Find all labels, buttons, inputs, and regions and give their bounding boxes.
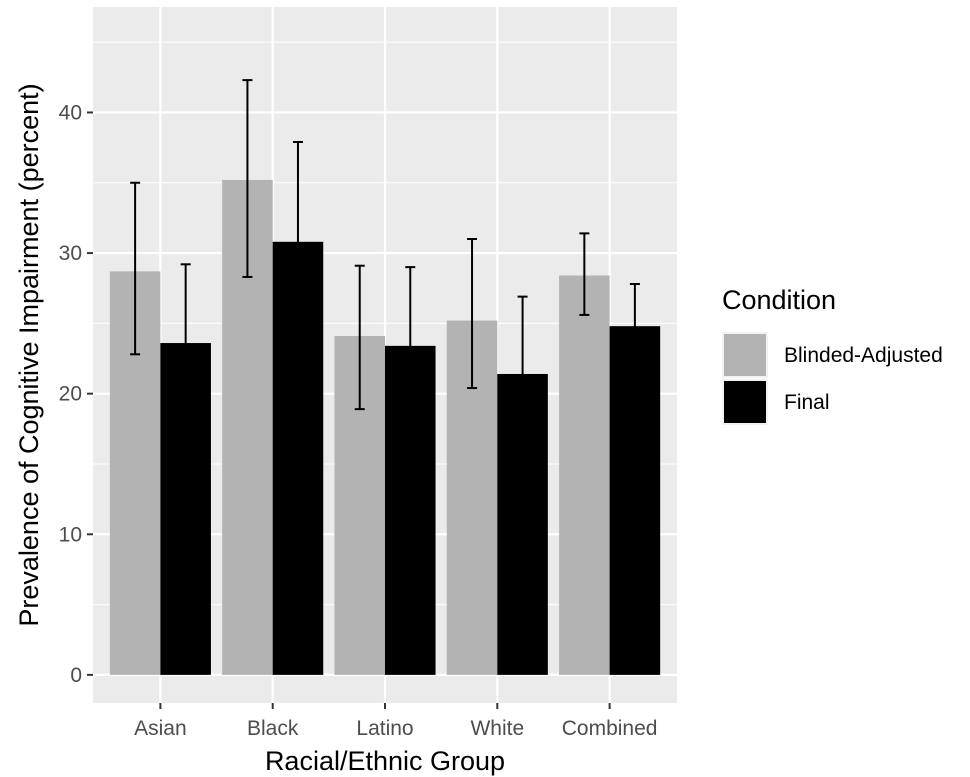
x-tick-label: White — [470, 717, 524, 740]
x-tick-label: Asian — [134, 717, 187, 740]
legend-label: Final — [784, 391, 830, 414]
bar — [609, 326, 661, 675]
legend-label: Blinded-Adjusted — [784, 344, 943, 367]
x-tick-label: Black — [247, 717, 299, 740]
y-axis: 0 10 20 30 40 — [59, 101, 93, 687]
x-tick-label: Combined — [562, 717, 658, 740]
legend-key — [724, 381, 766, 423]
x-axis: Asian Black Latino White Combined — [134, 703, 657, 740]
y-tick-label: 20 — [59, 383, 82, 406]
bar — [559, 275, 610, 675]
legend-key — [724, 334, 766, 376]
error-bars — [130, 79, 640, 451]
legend: Condition Blinded-Adjusted Final — [722, 285, 943, 425]
y-tick-label: 40 — [59, 101, 82, 124]
y-tick-label: 10 — [59, 523, 82, 546]
x-tick-label: Latino — [356, 717, 413, 740]
x-axis-title: Racial/Ethnic Group — [265, 746, 505, 776]
legend-title: Condition — [722, 285, 836, 315]
y-tick-label: 30 — [59, 242, 82, 265]
y-axis-title: Prevalence of Cognitive Impairment (perc… — [14, 83, 44, 626]
y-tick-label: 0 — [70, 664, 82, 687]
bars — [109, 179, 661, 675]
